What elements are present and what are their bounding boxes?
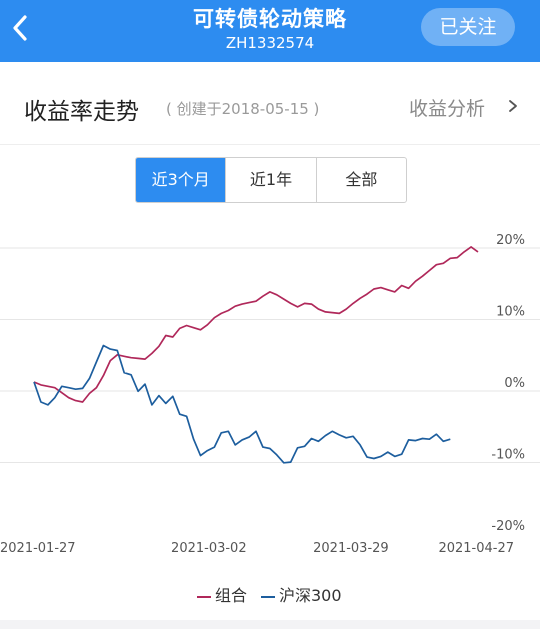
y-axis-ticks: 20% 10% 0% -10% -20% [491,233,525,534]
y-tick-label: 20% [496,233,525,248]
chart-series [33,246,479,464]
legend-swatch-portfolio [197,595,211,598]
chevron-right-icon[interactable] [507,99,519,113]
section-title: 收益率走势 [24,99,139,125]
follow-button[interactable]: 已关注 [421,8,515,46]
tab-3-months[interactable]: 近3个月 [136,158,226,202]
legend-item-portfolio[interactable]: 组合 [197,582,247,606]
x-tick-label: 2021-01-27 [0,541,76,556]
created-date: ( 创建于2018-05-15 ) [166,100,320,118]
back-button[interactable] [6,8,36,48]
top-bar: 可转债轮动策略 ZH1332574 已关注 [0,0,540,62]
series-line-csi300 [33,344,451,464]
tab-1-year[interactable]: 近1年 [225,158,315,202]
returns-analysis-link[interactable]: 收益分析 [409,98,486,120]
returns-line-chart: 20%10%0%-10%-20% 2021-01-27 2021-03-02 202… [0,233,540,556]
legend-label-csi300: 沪深300 [279,586,342,605]
chart-legend: 组合 沪深300 [0,580,540,606]
chart-grid [0,247,540,463]
y-tick-label: 10% [496,305,525,320]
x-tick-label: 2021-03-02 [171,541,247,556]
legend-label-portfolio: 组合 [215,586,248,605]
legend-swatch-csi300 [261,595,275,598]
x-tick-label: 2021-03-29 [313,541,389,556]
portfolio-code: ZH1332574 [225,34,315,52]
page-title: 可转债轮动策略 [193,7,347,31]
returns-section-header: 收益率走势 ( 创建于2018-05-15 ) 收益分析 [0,62,540,145]
tab-all[interactable]: 全部 [315,158,406,202]
y-tick-label: 0% [504,376,525,391]
time-range-tabs: 近3个月 近1年 全部 [135,157,407,203]
x-tick-label: 2021-04-27 [438,541,514,556]
bottom-divider [0,620,540,629]
back-arrow-icon [13,15,27,41]
legend-item-csi300[interactable]: 沪深300 [261,582,342,606]
y-tick-label: -10% [491,448,525,463]
series-line-portfolio [33,246,479,403]
y-tick-label: -20% [491,519,525,534]
x-axis-ticks: 2021-01-27 2021-03-02 2021-03-29 2021-04-27 [0,541,514,556]
